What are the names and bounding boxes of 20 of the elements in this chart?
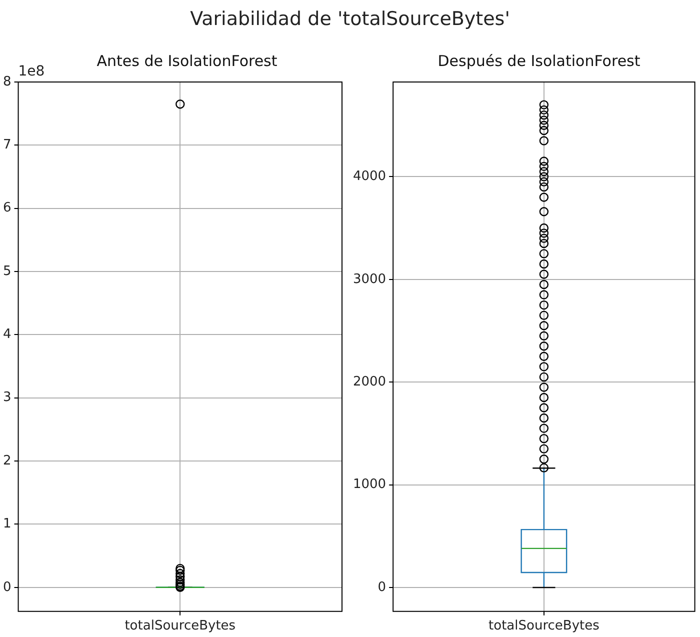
y-tick-label: 1 xyxy=(2,516,12,532)
chart-title: Después de IsolationForest xyxy=(436,52,642,70)
y-tick-label: 4 xyxy=(2,327,12,342)
y-tick-label: 2 xyxy=(2,453,12,468)
y-tick-label: 4000 xyxy=(352,169,386,184)
chart-title: Variabilidad de 'totalSourceBytes' xyxy=(189,8,511,30)
x-tick-label: totalSourceBytes xyxy=(124,618,236,634)
y-tick-label: 3000 xyxy=(352,272,386,287)
y-tick-label: 7 xyxy=(2,138,12,153)
y-tick-label: 0 xyxy=(2,580,12,595)
chart-subtitle: Antes de IsolationForest xyxy=(96,52,278,70)
y-tick-label: 5 xyxy=(2,264,12,279)
y-tick-label: 0 xyxy=(378,580,386,595)
y-tick-label: 8 xyxy=(2,74,12,90)
x-tick-label: totalSourceBytes xyxy=(488,618,600,634)
y-tick-label: 6 xyxy=(2,200,12,216)
y-tick-label: 1000 xyxy=(352,477,386,492)
y-tick-label: 3 xyxy=(2,390,12,406)
text: 1e8 xyxy=(18,64,45,80)
y-tick-label: 2000 xyxy=(352,374,386,390)
